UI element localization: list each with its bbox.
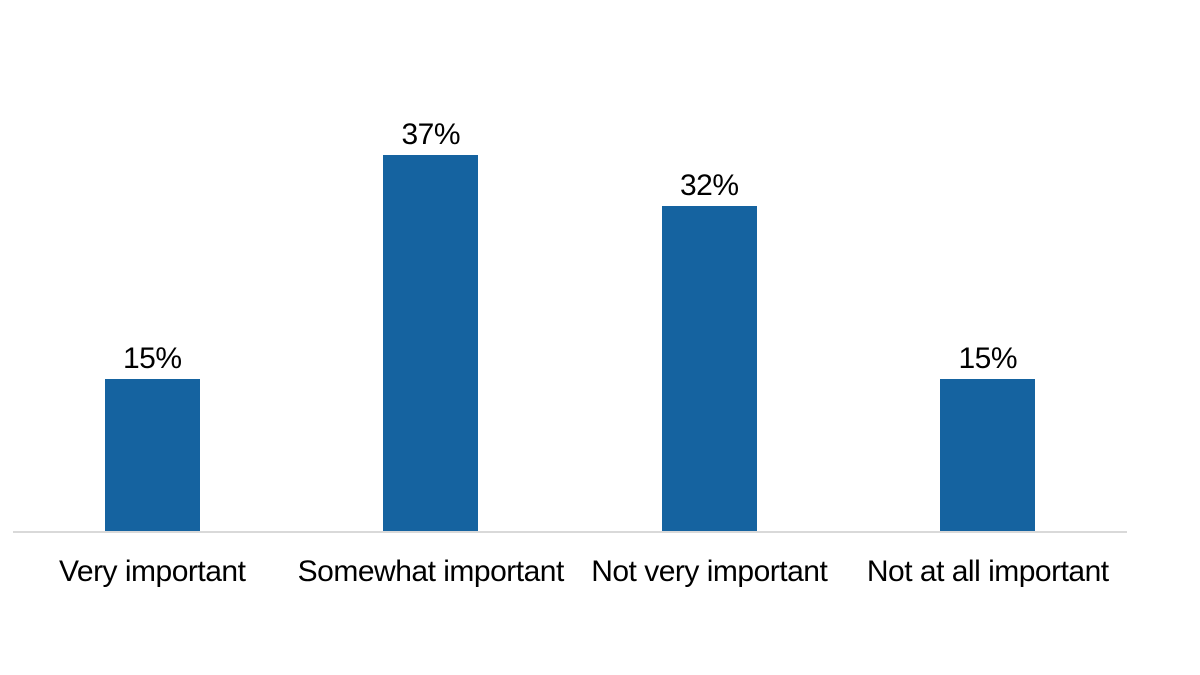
bar: [661, 206, 757, 531]
bar-value-label: 37%: [401, 118, 461, 152]
category-x-axis-label: Somewhat important: [297, 555, 565, 588]
category-x-axis-label: Very important: [59, 555, 246, 588]
x-axis-line: [13, 531, 1127, 533]
bar-value-label: 32%: [679, 169, 739, 203]
bar: [940, 378, 1036, 531]
bar: [383, 155, 479, 531]
bar-value-label: 15%: [958, 341, 1018, 375]
category-x-axis-label: Not at all important: [866, 555, 1109, 588]
category-x-axis-label: Not very important: [591, 555, 828, 588]
bar: [104, 378, 200, 531]
bar-value-label: 15%: [122, 341, 182, 375]
